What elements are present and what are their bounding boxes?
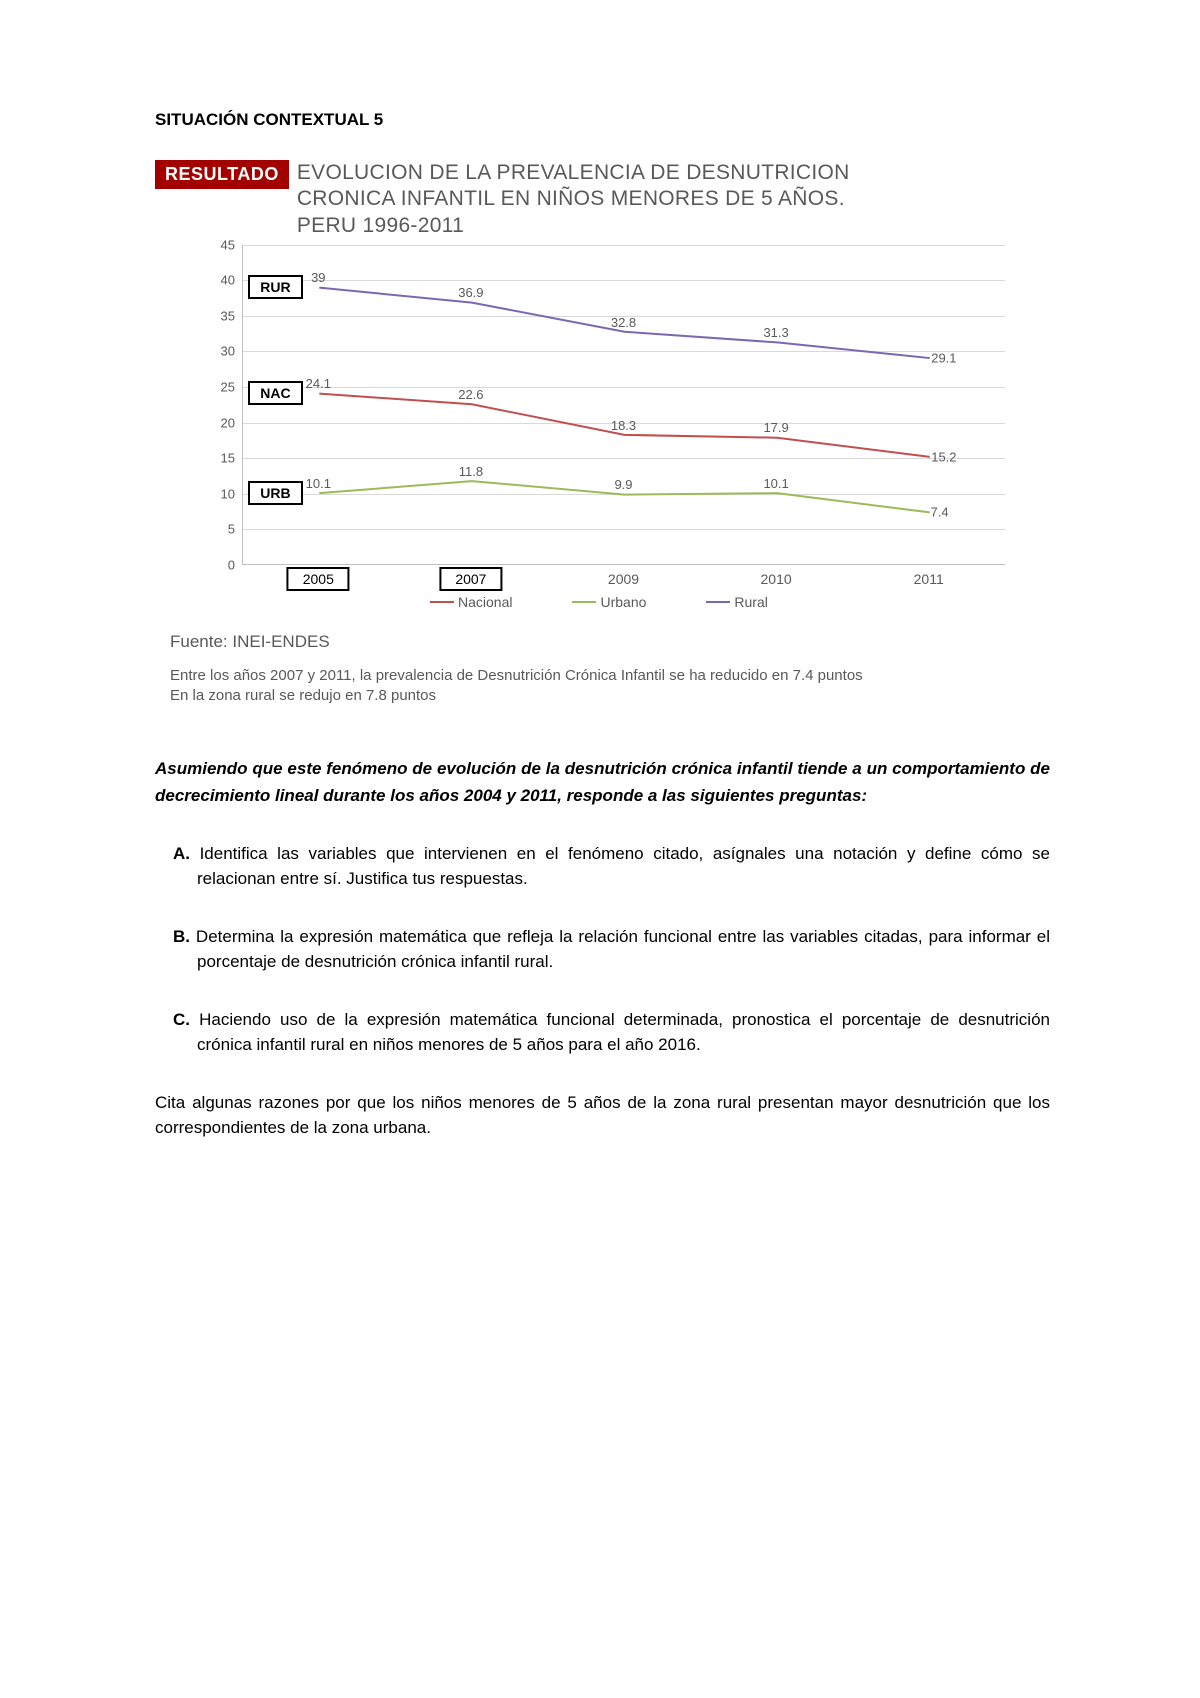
note-text: Entre los años 2007 y 2011, la prevalenc…	[170, 666, 1050, 707]
series-svg	[243, 245, 1006, 565]
y-axis-label: 25	[221, 379, 235, 394]
legend-item: Rural	[706, 594, 767, 610]
section-header: SITUACIÓN CONTEXTUAL 5	[155, 110, 1050, 130]
data-label: 29.1	[931, 350, 956, 365]
title-line-3: PERU 1996-2011	[297, 214, 464, 237]
legend: Nacional Urbano Rural	[430, 594, 1050, 610]
data-label: 11.8	[459, 464, 483, 479]
data-label: 10.1	[763, 476, 788, 491]
x-axis-label: 2005	[287, 571, 350, 587]
question-a-letter: A.	[173, 844, 190, 863]
question-b-text: Determina la expresión matemática que re…	[196, 927, 1050, 972]
data-label: 22.6	[458, 387, 483, 402]
closing-text: Cita algunas razones por que los niños m…	[155, 1090, 1050, 1141]
plot-area	[242, 245, 1005, 565]
data-label: 39	[311, 270, 325, 285]
chart-container: 0510152025303540452005200720092010201139…	[210, 245, 1050, 610]
question-b: B. Determina la expresión matemática que…	[155, 924, 1050, 975]
series-tag-nacional: NAC	[248, 381, 302, 405]
source-text: Fuente: INEI-ENDES	[170, 632, 1050, 652]
prompt-text: Asumiendo que este fenómeno de evolución…	[155, 756, 1050, 809]
legend-swatch	[572, 601, 596, 603]
y-axis-label: 45	[221, 237, 235, 252]
data-label: 36.9	[458, 285, 483, 300]
y-axis-label: 20	[221, 415, 235, 430]
data-label: 24.1	[306, 376, 331, 391]
chart-title: EVOLUCION DE LA PREVALENCIA DE DESNUTRIC…	[297, 160, 850, 239]
data-label: 31.3	[763, 325, 788, 340]
y-axis-label: 15	[221, 451, 235, 466]
y-axis-label: 35	[221, 308, 235, 323]
x-axis-label: 2010	[761, 571, 792, 587]
y-axis-label: 5	[228, 522, 235, 537]
data-label: 18.3	[611, 417, 636, 432]
data-label: 32.8	[611, 314, 636, 329]
question-a-text: Identifica las variables que intervienen…	[197, 844, 1050, 889]
title-line-1: EVOLUCION DE LA PREVALENCIA DE DESNUTRIC…	[297, 161, 850, 184]
legend-label: Nacional	[458, 594, 512, 610]
note-line-1: Entre los años 2007 y 2011, la prevalenc…	[170, 667, 863, 684]
data-label: 10.1	[306, 476, 331, 491]
x-axis-label: 2011	[914, 571, 944, 587]
legend-item: Nacional	[430, 594, 512, 610]
question-c: C. Haciendo uso de la expresión matemáti…	[155, 1007, 1050, 1058]
legend-swatch	[706, 601, 730, 603]
data-label: 7.4	[930, 505, 948, 520]
data-label: 9.9	[614, 477, 632, 492]
data-label: 15.2	[931, 449, 956, 464]
title-line-2: CRONICA INFANTIL EN NIÑOS MENORES DE 5 A…	[297, 187, 845, 210]
legend-label: Rural	[734, 594, 767, 610]
x-axis-label: 2007	[439, 571, 502, 587]
line-chart: 0510152025303540452005200720092010201139…	[210, 245, 1005, 590]
legend-label: Urbano	[600, 594, 646, 610]
note-line-2: En la zona rural se redujo en 7.8 puntos	[170, 687, 436, 704]
legend-swatch	[430, 601, 454, 603]
question-c-letter: C.	[173, 1010, 190, 1029]
resultado-badge: RESULTADO	[155, 160, 289, 189]
series-tag-rural: RUR	[248, 275, 302, 299]
data-label: 17.9	[763, 420, 788, 435]
series-tag-urbano: URB	[248, 481, 302, 505]
y-axis-label: 10	[221, 486, 235, 501]
title-row: RESULTADO EVOLUCION DE LA PREVALENCIA DE…	[155, 160, 1050, 239]
question-b-letter: B.	[173, 927, 190, 946]
y-axis-label: 40	[221, 273, 235, 288]
y-axis-label: 0	[228, 557, 235, 572]
question-a: A. Identifica las variables que intervie…	[155, 841, 1050, 892]
x-axis-label: 2009	[608, 571, 639, 587]
y-axis-label: 30	[221, 344, 235, 359]
question-c-text: Haciendo uso de la expresión matemática …	[197, 1010, 1050, 1055]
legend-item: Urbano	[572, 594, 646, 610]
